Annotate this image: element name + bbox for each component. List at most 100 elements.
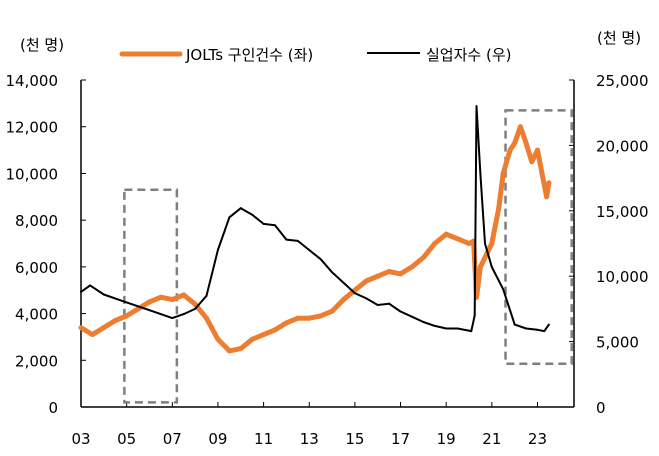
data-point-jolts	[512, 140, 518, 146]
data-point-jolts	[534, 147, 540, 153]
x-tick-label: 15	[345, 430, 364, 448]
data-point-unemployed	[399, 310, 402, 313]
data-point-jolts	[455, 236, 461, 242]
data-point-unemployed	[513, 323, 516, 326]
data-point-unemployed	[274, 224, 277, 227]
right-tick-label: 20,000	[596, 137, 649, 155]
data-point-jolts	[78, 325, 84, 331]
data-point-jolts	[500, 170, 506, 176]
data-point-jolts	[329, 308, 335, 314]
data-point-unemployed	[205, 294, 208, 297]
data-point-unemployed	[216, 249, 219, 252]
highlight-box	[504, 109, 573, 366]
data-point-unemployed	[483, 242, 486, 245]
left-axis-unit: (천 명)	[20, 36, 64, 54]
data-point-jolts	[158, 294, 164, 300]
data-point-jolts	[112, 318, 118, 324]
data-point-unemployed	[262, 222, 265, 225]
data-point-unemployed	[171, 317, 174, 320]
data-point-jolts	[295, 315, 301, 321]
left-tick-label: 2,000	[15, 352, 58, 370]
data-point-jolts	[517, 124, 523, 130]
x-tick-label: 21	[482, 430, 501, 448]
data-point-unemployed	[502, 288, 505, 291]
left-tick-label: 10,000	[6, 165, 59, 183]
data-point-unemployed	[456, 327, 459, 330]
data-point-jolts	[272, 327, 278, 333]
data-point-unemployed	[285, 238, 288, 241]
right-tick-label: 0	[596, 399, 606, 417]
left-tick-label: 14,000	[6, 72, 59, 90]
data-point-jolts	[477, 264, 483, 270]
right-tick-label: 10,000	[596, 268, 649, 286]
data-point-unemployed	[445, 327, 448, 330]
x-tick-label: 05	[117, 430, 136, 448]
data-point-jolts	[544, 194, 550, 200]
data-point-unemployed	[543, 330, 546, 333]
data-point-unemployed	[536, 328, 539, 331]
data-point-unemployed	[490, 266, 493, 269]
data-point-unemployed	[239, 207, 242, 210]
data-point-unemployed	[547, 323, 550, 326]
data-point-unemployed	[89, 284, 92, 287]
data-point-jolts	[496, 205, 502, 211]
left-tick-label: 8,000	[15, 212, 58, 230]
data-point-jolts	[443, 231, 449, 237]
x-tick-label: 11	[254, 430, 273, 448]
data-point-jolts	[101, 325, 107, 331]
x-tick-label: 13	[300, 430, 319, 448]
data-point-jolts	[523, 140, 529, 146]
x-tick-label: 17	[391, 430, 410, 448]
data-point-unemployed	[365, 297, 368, 300]
data-point-unemployed	[388, 302, 391, 305]
data-point-unemployed	[410, 315, 413, 318]
left-tick-label: 12,000	[6, 119, 59, 137]
data-point-jolts	[226, 348, 232, 354]
data-point-jolts	[466, 241, 472, 246]
left-tick-label: 6,000	[15, 259, 58, 277]
data-point-jolts	[204, 315, 210, 321]
data-point-jolts	[386, 269, 392, 275]
x-tick-label: 23	[528, 430, 547, 448]
left-tick-label: 4,000	[15, 306, 58, 324]
data-point-jolts	[529, 159, 535, 165]
highlight-box	[123, 188, 179, 404]
data-point-jolts	[375, 273, 381, 279]
data-point-jolts	[546, 180, 552, 186]
data-point-unemployed	[353, 292, 356, 295]
data-point-jolts	[124, 313, 130, 319]
data-point-unemployed	[296, 239, 299, 242]
data-point-jolts	[363, 278, 369, 284]
data-point-jolts	[340, 297, 346, 303]
data-point-unemployed	[228, 216, 231, 219]
data-point-jolts	[409, 264, 415, 270]
data-point-unemployed	[80, 290, 82, 293]
data-point-unemployed	[433, 324, 436, 327]
data-point-jolts	[192, 301, 198, 307]
data-point-jolts	[420, 255, 426, 261]
data-point-jolts	[169, 297, 175, 303]
data-point-jolts	[215, 336, 221, 342]
data-point-unemployed	[479, 173, 482, 176]
data-point-jolts	[398, 271, 404, 277]
data-point-unemployed	[148, 309, 151, 312]
data-point-jolts	[306, 315, 312, 321]
data-point-jolts	[181, 292, 187, 298]
data-point-jolts	[283, 320, 289, 326]
data-point-jolts	[489, 241, 495, 246]
right-tick-label: 25,000	[596, 72, 649, 90]
data-point-unemployed	[102, 293, 105, 296]
data-point-jolts	[89, 332, 95, 338]
data-point-unemployed	[342, 281, 345, 284]
data-point-unemployed	[473, 314, 476, 317]
legend: JOLTs 구인건수 (좌) 실업자수 (우)	[119, 46, 511, 64]
data-point-jolts	[507, 147, 513, 153]
x-tick-label: 03	[71, 430, 90, 448]
data-point-unemployed	[319, 258, 322, 261]
left-tick-label: 0	[48, 399, 58, 417]
x-tick-label: 09	[208, 430, 227, 448]
data-point-jolts	[539, 170, 545, 176]
data-point-jolts	[238, 346, 244, 352]
data-point-unemployed	[475, 105, 478, 108]
